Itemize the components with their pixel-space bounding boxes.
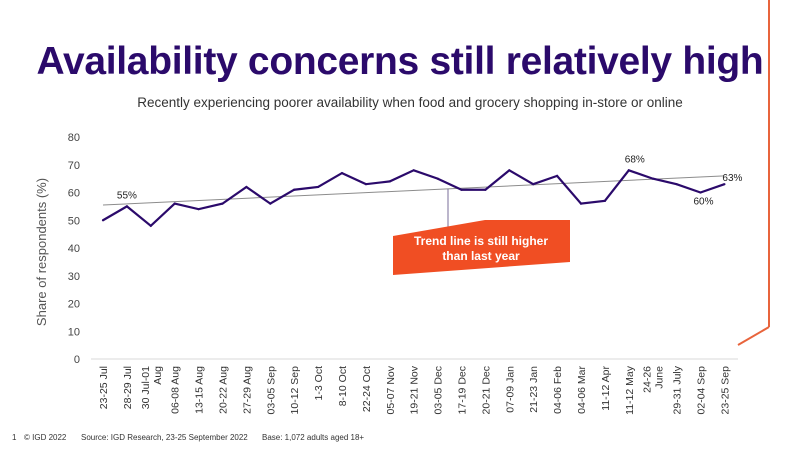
data-point (556, 174, 559, 177)
x-tick-label: 30 Jul-01Aug (140, 366, 164, 409)
x-tick-label: 03-05 Dec (433, 366, 445, 414)
x-tick-label: 19-21 Nov (409, 365, 421, 414)
data-point (675, 183, 678, 186)
x-tick-label: 1-3 Oct (313, 366, 325, 401)
y-tick-label: 10 (68, 326, 80, 338)
x-tick-label: 07-09 Jan (504, 366, 516, 413)
y-tick-label: 20 (68, 299, 80, 311)
callout-line-2: than last year (442, 249, 520, 263)
data-point (532, 183, 535, 186)
x-tick-label: 28-29 Jul (122, 366, 134, 409)
x-tick-label: 29-31 July (672, 365, 684, 414)
copyright: © IGD 2022 (24, 433, 67, 442)
data-point (508, 169, 511, 172)
x-tick-label: 05-07 Nov (385, 365, 397, 414)
x-tick-label: 17-19 Dec (457, 366, 469, 414)
data-point (221, 202, 224, 205)
y-tick-label: 30 (68, 271, 80, 283)
series-line (102, 168, 725, 228)
data-point (579, 202, 583, 205)
x-tick-label: 06-08 Aug (170, 366, 182, 414)
x-tick-label: 13-15 Aug (194, 366, 206, 414)
x-tick-label: 04-06 Mar (576, 366, 588, 414)
data-point (125, 205, 128, 208)
callout-box (393, 220, 570, 275)
y-axis-label: Share of respondents (%) (34, 178, 49, 326)
data-point (412, 169, 415, 172)
x-tick-label: 22-24 Oct (361, 366, 373, 412)
data-point (197, 208, 200, 211)
page-number: 1 (12, 433, 17, 442)
x-axis: 23-25 Jul 28-29 Jul 30 Jul-01Aug 06-08 Aug 1… (98, 365, 731, 415)
x-tick-label: 23-25 Jul (98, 366, 110, 409)
x-tick-label: 24-26June (642, 366, 666, 393)
y-tick-label: 40 (68, 243, 80, 255)
data-point (627, 169, 630, 172)
data-point (460, 188, 463, 191)
data-point (293, 188, 296, 191)
data-label: 68% (625, 154, 645, 165)
callout-line-1: Trend line is still higher (414, 234, 548, 248)
data-point (340, 171, 344, 175)
y-tick-label: 80 (68, 132, 80, 144)
x-tick-label: 11-12 Apr (600, 366, 612, 411)
data-label: 60% (693, 197, 713, 208)
y-tick-label: 0 (74, 354, 80, 366)
data-label: 63% (722, 173, 742, 184)
data-point (651, 177, 654, 180)
x-tick-label: 8-10 Oct (337, 366, 349, 406)
y-tick-label: 60 (68, 188, 80, 200)
data-label: 55% (117, 190, 137, 201)
chart-subtitle: Recently experiencing poorer availabilit… (137, 95, 683, 110)
x-tick-label: 04-06 Feb (552, 366, 564, 414)
data-point (101, 219, 105, 222)
data-point (173, 202, 176, 205)
x-tick-label: 10-12 Sep (289, 366, 301, 415)
slide-title: Availability concerns still relatively h… (36, 40, 764, 83)
data-point (603, 199, 607, 202)
x-tick-label: 21-23 Jan (528, 366, 540, 413)
data-point (317, 185, 320, 189)
data-point (388, 180, 391, 183)
x-tick-label: 20-21 Dec (480, 366, 492, 414)
base-note: Base: 1,072 adults aged 18+ (262, 433, 365, 442)
x-tick-label: 23-25 Sep (719, 366, 731, 415)
data-point (484, 188, 487, 191)
y-axis: 0 10 20 30 40 50 60 70 80 (68, 132, 80, 366)
data-point (269, 202, 272, 205)
x-tick-label: 20-22 Aug (218, 366, 230, 414)
x-tick-label: 27-29 Aug (241, 366, 253, 414)
source-note: Source: IGD Research, 23-25 September 20… (81, 433, 248, 442)
trend-line (102, 175, 725, 206)
x-tick-label: 03-05 Sep (265, 366, 277, 415)
data-point (245, 185, 248, 189)
y-tick-label: 50 (68, 215, 80, 227)
x-tick-label: 02-04 Sep (696, 366, 708, 415)
accent-line-diagonal (737, 326, 770, 346)
data-point (699, 191, 702, 194)
data-point (436, 177, 439, 180)
x-tick-label: 11-12 May (624, 365, 636, 415)
y-tick-label: 70 (68, 160, 80, 172)
data-point (364, 183, 367, 186)
data-point (149, 224, 152, 227)
data-point (723, 183, 726, 186)
